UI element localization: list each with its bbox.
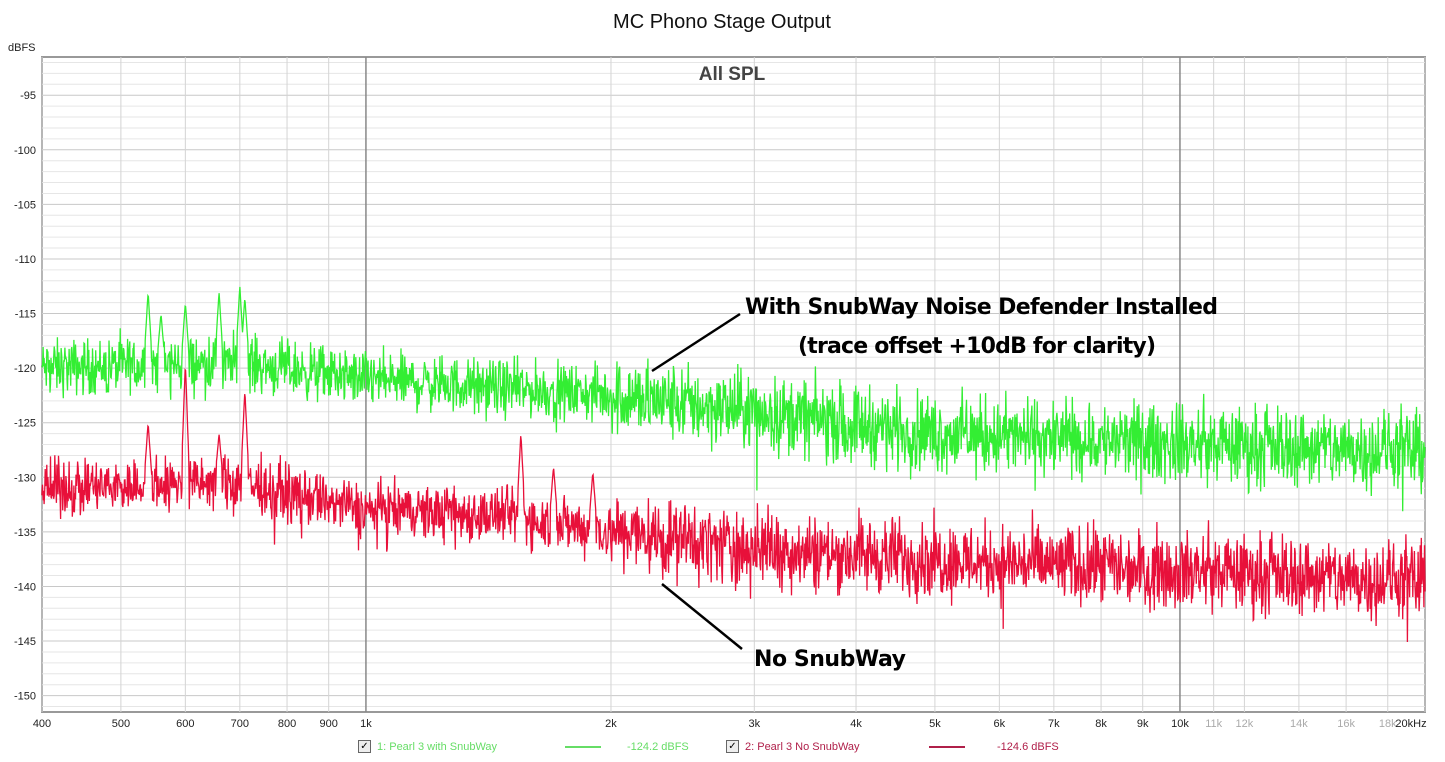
series-line-2 <box>41 368 1426 643</box>
y-tick-label: -145 <box>14 636 36 648</box>
x-tick-label: 4k <box>850 718 862 730</box>
legend-value-1: -124.2 dBFS <box>627 740 689 753</box>
x-tick-label: 8k <box>1095 718 1107 730</box>
chart-title: MC Phono Stage Output <box>613 11 831 33</box>
y-tick-label: -115 <box>15 309 36 321</box>
x-tick-label: 16k <box>1337 718 1355 730</box>
x-tick-label: 600 <box>176 718 194 730</box>
x-tick-label: 9k <box>1137 718 1149 730</box>
plot-area <box>41 56 1426 713</box>
x-tick-label: 700 <box>231 718 249 730</box>
x-tick-label: 1k <box>360 718 372 730</box>
ticks: -95 -100 -105 -110 -115 -120 -125 -130 -135 -140 -… <box>14 90 1427 730</box>
annotation-pointer-green <box>651 312 741 373</box>
x-tick-label: 500 <box>112 718 130 730</box>
y-tick-label: -105 <box>14 199 36 211</box>
annotation-offset-note: (trace offset +10dB for clarity) <box>798 334 1156 359</box>
y-tick-label: -110 <box>15 254 36 266</box>
x-tick-label: 2k <box>605 718 617 730</box>
x-tick-label: 18k <box>1379 718 1397 730</box>
y-axis-label: dBFS <box>8 42 36 54</box>
traces <box>41 286 1426 643</box>
x-tick-label: 6k <box>994 718 1006 730</box>
legend-line-2 <box>929 745 965 748</box>
y-tick-label: -135 <box>14 527 36 539</box>
x-tick-label: 3k <box>749 718 761 730</box>
y-tick-label: -120 <box>14 363 36 375</box>
x-tick-label: 11k <box>1205 718 1222 730</box>
legend-item-1[interactable]: ✓ 1: Pearl 3 with SnubWay -124.2 dBFS <box>358 740 689 753</box>
x-tick-label: 800 <box>278 718 296 730</box>
x-tick-label: 400 <box>33 718 51 730</box>
legend-name-2: 2: Pearl 3 No SnubWay <box>745 740 860 753</box>
x-tick-label: 20kHz <box>1395 718 1426 730</box>
grid <box>41 57 1426 712</box>
x-tick-label: 14k <box>1290 718 1308 730</box>
chart-subtitle: All SPL <box>699 64 766 85</box>
y-tick-label: -130 <box>14 472 36 484</box>
x-tick-label: 7k <box>1048 718 1060 730</box>
legend-item-2[interactable]: ✓ 2: Pearl 3 No SnubWay -124.6 dBFS <box>726 740 1059 753</box>
y-tick-label: -150 <box>14 691 36 703</box>
y-tick-label: -125 <box>14 418 36 430</box>
legend-value-2: -124.6 dBFS <box>997 740 1059 753</box>
legend-checkbox-1[interactable]: ✓ <box>358 740 371 753</box>
y-tick-label: -100 <box>14 145 36 157</box>
x-tick-label: 10k <box>1171 718 1189 730</box>
legend-checkbox-2[interactable]: ✓ <box>726 740 739 753</box>
annotation-no-snubway: No SnubWay <box>754 647 906 672</box>
annotation-pointer-red <box>661 583 743 650</box>
x-tick-label: 12k <box>1236 718 1254 730</box>
x-tick-label: 900 <box>320 718 338 730</box>
y-tick-label: -140 <box>14 581 36 593</box>
annotation-with-snubway: With SnubWay Noise Defender Installed <box>745 295 1218 320</box>
legend-line-1 <box>565 745 601 748</box>
legend-name-1: 1: Pearl 3 with SnubWay <box>377 740 498 753</box>
y-tick-label: -95 <box>20 90 36 102</box>
series-line-1 <box>41 286 1426 512</box>
x-tick-label: 5k <box>929 718 941 730</box>
